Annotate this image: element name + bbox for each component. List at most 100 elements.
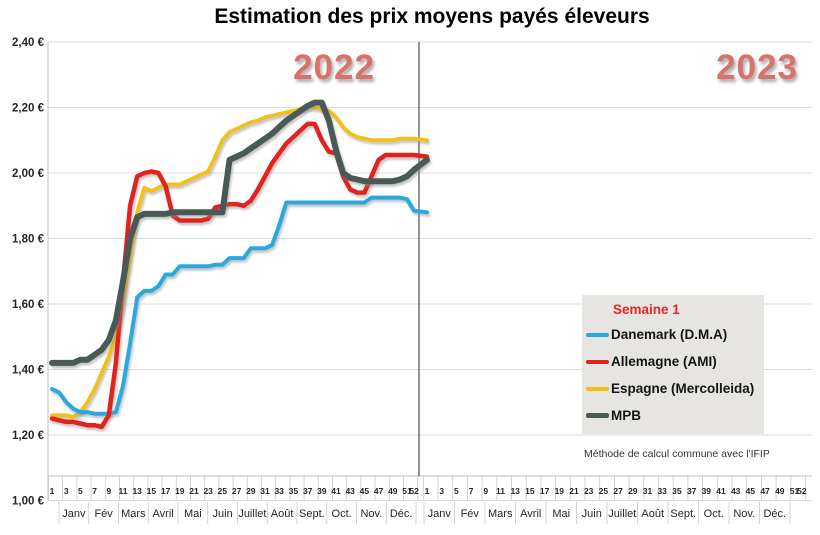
week-label: 13: [132, 486, 142, 496]
footnote: Méthode de calcul commune avec l'IFIP: [584, 448, 770, 460]
week-label: 15: [147, 486, 157, 496]
series-line-mpb: [49, 99, 430, 366]
week-label: 51: [402, 486, 412, 496]
legend-items: Danemark (D.M.A) Allemagne (AMI) Espagne (…: [586, 321, 764, 429]
y-axis-label: 1,40 €: [12, 365, 45, 377]
week-label: 5: [454, 486, 459, 496]
week-label: 11: [119, 486, 128, 496]
month-label: Avril: [153, 508, 174, 520]
month-label: Sept.: [299, 508, 325, 520]
series-line-danemark-d-m-a: [50, 195, 429, 416]
week-label: 17: [161, 486, 171, 496]
week-label: 41: [331, 486, 341, 496]
y-axis-label: 1,60 €: [12, 299, 45, 311]
week-label: 49: [775, 486, 785, 496]
month-label: Mars: [488, 508, 513, 520]
chart-title: Estimation des prix moyens payés éleveur…: [214, 5, 650, 28]
week-label: 19: [175, 486, 185, 496]
month-label: Oct.: [704, 508, 724, 520]
month-label: Août: [641, 508, 664, 520]
week-label: 49: [388, 486, 398, 496]
legend-label: Danemark (D.M.A): [611, 327, 728, 342]
week-label: 13: [510, 486, 520, 496]
week-label: 29: [246, 486, 256, 496]
week-label: 52: [797, 486, 807, 496]
week-label: 47: [760, 486, 770, 496]
legend-swatch: [586, 386, 609, 391]
month-label: Déc.: [763, 508, 786, 520]
month-label: Sept.: [670, 508, 696, 520]
legend-swatch: [586, 332, 609, 337]
week-label: 1: [50, 486, 55, 496]
week-label: 39: [702, 486, 712, 496]
week-label: 43: [731, 486, 741, 496]
y-axis-label: 1,20 €: [12, 430, 45, 442]
week-label: 9: [483, 486, 488, 496]
week-label: 19: [555, 486, 565, 496]
week-label: 21: [569, 486, 579, 496]
month-label: Fév: [94, 508, 113, 520]
week-label: 7: [469, 486, 474, 496]
month-label: Oct.: [332, 508, 352, 520]
legend-label: Espagne (Mercolleida): [611, 381, 755, 396]
month-label: Nov.: [360, 508, 382, 520]
week-label: 47: [374, 486, 384, 496]
week-label: 37: [687, 486, 697, 496]
legend-swatch: [586, 359, 609, 364]
legend-item: Danemark (D.M.A): [586, 321, 764, 348]
month-label: Déc.: [390, 508, 413, 520]
week-label: 45: [360, 486, 370, 496]
y-axis-label: 2,20 €: [12, 103, 45, 115]
month-label: Juin: [213, 508, 233, 520]
month-label: Fév: [461, 508, 480, 520]
week-label: 21: [189, 486, 199, 496]
week-label: 23: [584, 486, 594, 496]
legend-swatch: [586, 413, 609, 418]
week-label: 29: [628, 486, 638, 496]
week-label: 33: [274, 486, 284, 496]
month-label: Avril: [520, 508, 541, 520]
week-label: 1: [425, 486, 430, 496]
week-label: 45: [746, 486, 756, 496]
month-label: Mai: [184, 508, 202, 520]
week-label: 7: [92, 486, 97, 496]
month-label: Nov.: [733, 508, 755, 520]
week-label: 41: [716, 486, 726, 496]
month-label: Juillet: [608, 508, 636, 520]
week-label: 33: [657, 486, 667, 496]
week-label: 9: [106, 486, 111, 496]
month-label: Juillet: [238, 508, 266, 520]
legend-item: MPB: [586, 402, 764, 429]
y-axis-label: 1,80 €: [12, 234, 45, 246]
y-axis-label: 2,40 €: [12, 37, 45, 49]
series-line-espagne-mercolleida: [50, 105, 429, 419]
week-label: 15: [525, 486, 535, 496]
week-label: 37: [303, 486, 313, 496]
week-label: 39: [317, 486, 327, 496]
week-label: 27: [232, 486, 242, 496]
legend-label: Allemagne (AMI): [611, 354, 717, 369]
week-label: 31: [643, 486, 653, 496]
legend-item: Allemagne (AMI): [586, 348, 764, 375]
month-label: Mars: [121, 508, 146, 520]
month-label: Mai: [552, 508, 570, 520]
legend: Semaine 1 Danemark (D.M.A) Allemagne (AMI…: [582, 295, 764, 434]
month-label: Juin: [582, 508, 602, 520]
week-label: 52: [409, 486, 419, 496]
week-label: 35: [289, 486, 299, 496]
week-label: 51: [790, 486, 800, 496]
week-label: 5: [78, 486, 83, 496]
year-label-2022: 2022: [293, 48, 375, 87]
week-label: 3: [439, 486, 444, 496]
week-label: 23: [203, 486, 213, 496]
series-line-allemagne-ami: [49, 121, 430, 430]
week-label: 25: [218, 486, 228, 496]
legend-label: MPB: [611, 408, 641, 423]
legend-title: Semaine 1: [613, 302, 680, 317]
y-axis-label: 2,00 €: [12, 168, 45, 180]
month-label: Janv: [428, 508, 452, 520]
week-label: 27: [613, 486, 623, 496]
week-label: 3: [64, 486, 69, 496]
month-label: Janv: [62, 508, 86, 520]
